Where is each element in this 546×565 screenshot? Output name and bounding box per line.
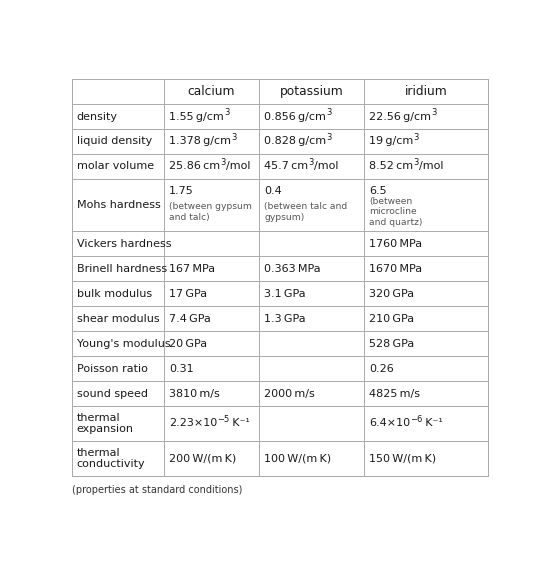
Text: molar volume: molar volume bbox=[76, 162, 154, 171]
Text: 528 GPa: 528 GPa bbox=[370, 338, 414, 349]
Text: 20 GPa: 20 GPa bbox=[169, 338, 207, 349]
Text: 167 MPa: 167 MPa bbox=[169, 264, 215, 274]
Text: Young's modulus: Young's modulus bbox=[76, 338, 170, 349]
Text: 320 GPa: 320 GPa bbox=[370, 289, 414, 299]
Text: 0.31: 0.31 bbox=[169, 363, 194, 373]
Text: Poisson ratio: Poisson ratio bbox=[76, 363, 147, 373]
Text: 100 W/(m K): 100 W/(m K) bbox=[264, 453, 331, 463]
Text: 0.4: 0.4 bbox=[264, 186, 282, 196]
Text: 22.56 g/cm: 22.56 g/cm bbox=[370, 111, 431, 121]
Text: 3: 3 bbox=[224, 108, 229, 117]
Text: 3810 m/s: 3810 m/s bbox=[169, 389, 220, 398]
Text: (between gypsum
and talc): (between gypsum and talc) bbox=[169, 202, 252, 221]
Text: 6.4×10: 6.4×10 bbox=[370, 419, 411, 428]
Text: 8.52 cm: 8.52 cm bbox=[370, 162, 413, 171]
Text: (between talc and
gypsum): (between talc and gypsum) bbox=[264, 202, 347, 221]
Text: Vickers hardness: Vickers hardness bbox=[76, 239, 171, 249]
Text: 150 W/(m K): 150 W/(m K) bbox=[370, 453, 437, 463]
Text: 1.378 g/cm: 1.378 g/cm bbox=[169, 137, 231, 146]
Text: 17 GPa: 17 GPa bbox=[169, 289, 207, 299]
Text: 3: 3 bbox=[308, 158, 313, 167]
Text: 1760 MPa: 1760 MPa bbox=[370, 239, 423, 249]
Text: 19 g/cm: 19 g/cm bbox=[370, 137, 414, 146]
Text: Mohs hardness: Mohs hardness bbox=[76, 200, 161, 210]
Text: 7.4 GPa: 7.4 GPa bbox=[169, 314, 211, 324]
Text: /mol: /mol bbox=[419, 162, 443, 171]
Text: 3: 3 bbox=[413, 158, 419, 167]
Text: 210 GPa: 210 GPa bbox=[370, 314, 414, 324]
Text: 0.26: 0.26 bbox=[370, 363, 394, 373]
Text: 2.23×10: 2.23×10 bbox=[169, 419, 217, 428]
Text: thermal
expansion: thermal expansion bbox=[76, 412, 134, 434]
Text: 3: 3 bbox=[231, 133, 236, 142]
Text: −6: −6 bbox=[411, 415, 423, 424]
Text: thermal
conductivity: thermal conductivity bbox=[76, 447, 145, 469]
Text: 0.363 MPa: 0.363 MPa bbox=[264, 264, 321, 274]
Text: −5: −5 bbox=[217, 415, 230, 424]
Text: 1.55 g/cm: 1.55 g/cm bbox=[169, 111, 224, 121]
Text: density: density bbox=[76, 111, 118, 121]
Text: 25.86 cm: 25.86 cm bbox=[169, 162, 220, 171]
Text: (properties at standard conditions): (properties at standard conditions) bbox=[72, 485, 242, 495]
Text: 3: 3 bbox=[326, 108, 331, 117]
Text: 3: 3 bbox=[431, 108, 437, 117]
Text: 2000 m/s: 2000 m/s bbox=[264, 389, 315, 398]
Text: bulk modulus: bulk modulus bbox=[76, 289, 152, 299]
Text: sound speed: sound speed bbox=[76, 389, 148, 398]
Text: Brinell hardness: Brinell hardness bbox=[76, 264, 167, 274]
Text: 1.3 GPa: 1.3 GPa bbox=[264, 314, 306, 324]
Text: calcium: calcium bbox=[188, 85, 235, 98]
Text: /mol: /mol bbox=[313, 162, 338, 171]
Text: 0.828 g/cm: 0.828 g/cm bbox=[264, 137, 326, 146]
Text: (between
microcline
and quartz): (between microcline and quartz) bbox=[370, 197, 423, 227]
Text: 0.856 g/cm: 0.856 g/cm bbox=[264, 111, 326, 121]
Text: 45.7 cm: 45.7 cm bbox=[264, 162, 308, 171]
Text: K⁻¹: K⁻¹ bbox=[423, 419, 443, 428]
Text: liquid density: liquid density bbox=[76, 137, 152, 146]
Text: 3: 3 bbox=[220, 158, 225, 167]
Text: 3: 3 bbox=[414, 133, 419, 142]
Text: 200 W/(m K): 200 W/(m K) bbox=[169, 453, 236, 463]
Text: K⁻¹: K⁻¹ bbox=[230, 419, 250, 428]
Text: 1670 MPa: 1670 MPa bbox=[370, 264, 423, 274]
Text: 1.75: 1.75 bbox=[169, 186, 194, 196]
Text: 4825 m/s: 4825 m/s bbox=[370, 389, 420, 398]
Text: 3.1 GPa: 3.1 GPa bbox=[264, 289, 306, 299]
Text: potassium: potassium bbox=[280, 85, 343, 98]
Text: 3: 3 bbox=[326, 133, 331, 142]
Text: iridium: iridium bbox=[405, 85, 448, 98]
Text: shear modulus: shear modulus bbox=[76, 314, 159, 324]
Text: 6.5: 6.5 bbox=[370, 186, 387, 196]
Text: /mol: /mol bbox=[225, 162, 250, 171]
